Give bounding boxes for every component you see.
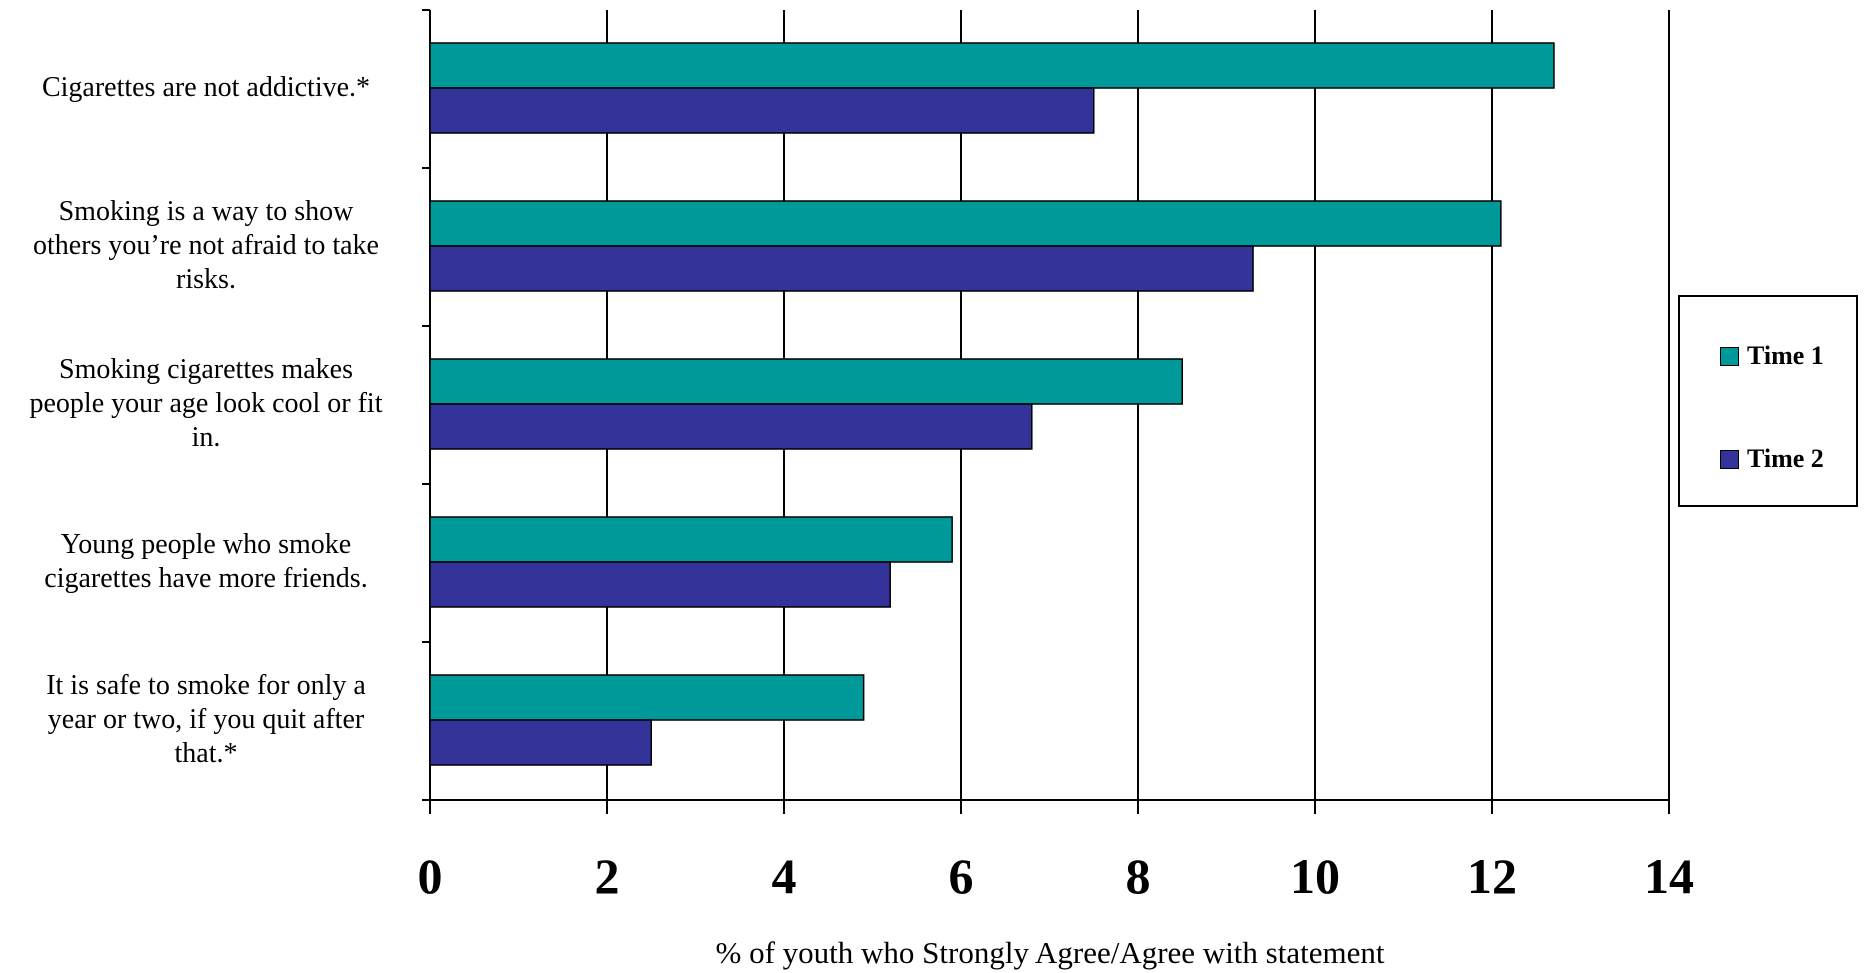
- bar-series-1-5: [429, 674, 865, 721]
- legend-label-series-1: Time 1: [1747, 341, 1824, 370]
- bar-series-1-2: [429, 200, 1502, 247]
- bar-series-2-3: [429, 403, 1033, 450]
- legend-label-series-2: Time 2: [1747, 444, 1824, 473]
- bar-series-2-5: [429, 719, 652, 766]
- x-tick-label: 14: [1644, 848, 1694, 904]
- bar-series-2-2: [429, 245, 1254, 292]
- legend-swatch-series-2: [1720, 449, 1739, 469]
- category-label: It is safe to smoke for only a year or t…: [46, 670, 366, 769]
- category-label: Cigarettes are not addictive.*: [41, 72, 371, 103]
- legend-item-series-2: Time 2: [1720, 444, 1824, 474]
- bar-series-1-3: [429, 358, 1183, 405]
- legend-item-series-1: Time 1: [1720, 341, 1824, 371]
- x-tick-label: 2: [595, 848, 620, 904]
- category-label: Smoking cigarettes makes people your age…: [29, 354, 383, 453]
- x-tick-label: 10: [1290, 848, 1340, 904]
- x-tick-label: 4: [772, 848, 797, 904]
- legend: Time 1 Time 2: [1678, 295, 1858, 507]
- category-label: Smoking is a way to show others you’re n…: [33, 196, 379, 295]
- x-tick-label: 8: [1126, 848, 1151, 904]
- bar-series-1-1: [429, 42, 1555, 89]
- x-tick-label: 12: [1467, 848, 1517, 904]
- x-axis-title: % of youth who Strongly Agree/Agree with…: [715, 935, 1385, 970]
- category-label: Young people who smoke cigarettes have m…: [44, 529, 368, 594]
- bar-series-1-4: [429, 516, 953, 563]
- x-tick-label: 0: [418, 848, 443, 904]
- x-tick-label: 6: [949, 848, 974, 904]
- bar-series-2-4: [429, 561, 891, 608]
- legend-swatch-series-1: [1720, 346, 1739, 366]
- bar-series-2-1: [429, 87, 1095, 134]
